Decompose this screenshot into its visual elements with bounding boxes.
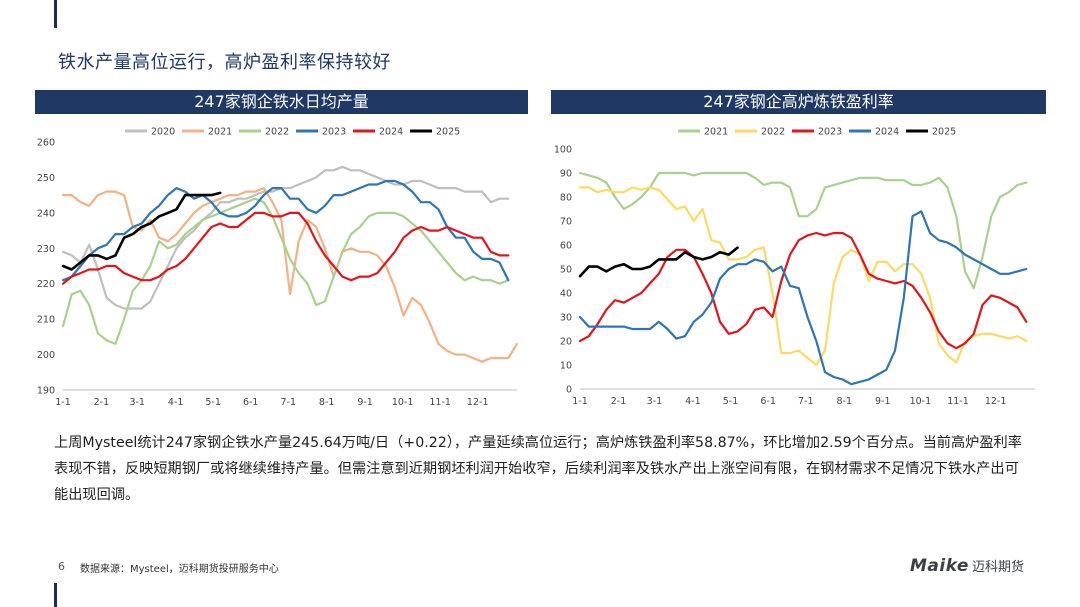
page-title: 铁水产量高位运行，高炉盈利率保持较好 — [58, 52, 391, 73]
x-tick-label: 8-1 — [319, 397, 335, 408]
analysis-paragraph: 上周Mysteel统计247家钢企铁水产量245.64万吨/日（+0.22），产… — [54, 435, 1022, 503]
y-tick-label: 50 — [560, 265, 572, 276]
series-line-2023 — [578, 231, 1028, 350]
iron-output-chart: 2020 2021 2022 2023 2024 2025 190 200 210 220 230 2… — [37, 127, 519, 408]
legend-label-2023: 2023 — [818, 127, 842, 138]
y-tick-label: 100 — [554, 145, 572, 156]
series-line-2025 — [61, 191, 222, 271]
series-line-2021 — [578, 171, 1028, 290]
x-tick-label: 4-1 — [168, 397, 184, 408]
legend-label-2021: 2021 — [704, 127, 728, 138]
y-tick-label: 0 — [566, 385, 572, 396]
y-tick-label: 240 — [37, 208, 55, 219]
y-tick-label: 200 — [37, 350, 55, 361]
series-line-2024 — [61, 211, 510, 285]
y-tick-label: 230 — [37, 244, 55, 255]
x-tick-label: 1-1 — [55, 397, 71, 408]
y-tick-label: 70 — [560, 217, 572, 228]
x-tick-label: 5-1 — [205, 397, 221, 408]
legend-label-2022: 2022 — [265, 127, 289, 138]
x-tick-label: 3-1 — [647, 396, 663, 407]
y-tick-label: 190 — [37, 386, 55, 397]
y-tick-label: 250 — [37, 173, 55, 184]
logo-wordmark: Maike — [910, 556, 969, 576]
x-tick-label: 5-1 — [723, 396, 739, 407]
data-source-note: 数据来源：Mysteel，迈科期货投研服务中心 — [80, 564, 279, 575]
x-tick-label: 10-1 — [392, 397, 414, 408]
x-tick-label: 9-1 — [357, 397, 373, 408]
profit-rate-chart: 2021 2022 2023 2024 2025 0 10 20 30 40 50 60 70 80 90 1… — [554, 127, 1035, 407]
x-tick-label: 1-1 — [572, 396, 588, 407]
y-tick-label: 20 — [560, 337, 572, 348]
x-tick-label: 12-1 — [985, 396, 1007, 407]
x-tick-label: 11-1 — [429, 397, 451, 408]
legend-label-2024: 2024 — [875, 127, 899, 138]
page-number: 6 — [58, 560, 65, 573]
x-tick-label: 2-1 — [611, 396, 627, 407]
legend-label-2021: 2021 — [208, 127, 232, 138]
y-tick-label: 30 — [560, 313, 572, 324]
series-line-2020 — [61, 165, 510, 310]
x-tick-label: 6-1 — [760, 396, 776, 407]
y-tick-label: 60 — [560, 241, 572, 252]
y-tick-label: 40 — [560, 289, 572, 300]
chart-title-profit-rate: 247家钢企高炉炼铁盈利率 — [551, 90, 1046, 114]
series-line-2025 — [578, 246, 739, 278]
x-tick-label: 7-1 — [798, 396, 814, 407]
y-tick-label: 90 — [560, 169, 572, 180]
legend-label-2025: 2025 — [932, 127, 956, 138]
y-tick-label: 220 — [37, 279, 55, 290]
accent-bar-top — [54, 0, 57, 28]
maike-logo: Maike 迈科期货 — [910, 556, 1040, 578]
y-tick-label: 210 — [37, 315, 55, 326]
chart-title-iron-output: 247家钢企铁水日均产量 — [35, 90, 528, 114]
x-tick-label: 9-1 — [875, 396, 891, 407]
x-tick-label: 7-1 — [280, 397, 296, 408]
series-line-2024 — [578, 210, 1028, 386]
x-tick-label: 4-1 — [685, 396, 701, 407]
y-tick-label: 80 — [560, 193, 572, 204]
series-line-2022 — [61, 197, 510, 345]
x-tick-label: 10-1 — [910, 396, 932, 407]
accent-bar-bottom — [54, 583, 57, 607]
y-tick-label: 10 — [560, 361, 572, 372]
x-tick-label: 3-1 — [129, 397, 145, 408]
series-line-2022 — [578, 186, 1028, 367]
x-tick-label: 2-1 — [94, 397, 110, 408]
logo-chinese-name: 迈科期货 — [971, 560, 1024, 575]
x-tick-label: 6-1 — [243, 397, 259, 408]
legend-label-2023: 2023 — [322, 127, 346, 138]
y-tick-label: 260 — [37, 138, 55, 149]
series-line-2023 — [61, 179, 510, 282]
x-tick-label: 11-1 — [947, 396, 969, 407]
legend-label-2025: 2025 — [436, 127, 460, 138]
x-tick-label: 8-1 — [836, 396, 852, 407]
legend-label-2020: 2020 — [151, 127, 175, 138]
x-tick-label: 12-1 — [467, 397, 489, 408]
legend-label-2022: 2022 — [761, 127, 785, 138]
legend-label-2024: 2024 — [379, 127, 403, 138]
